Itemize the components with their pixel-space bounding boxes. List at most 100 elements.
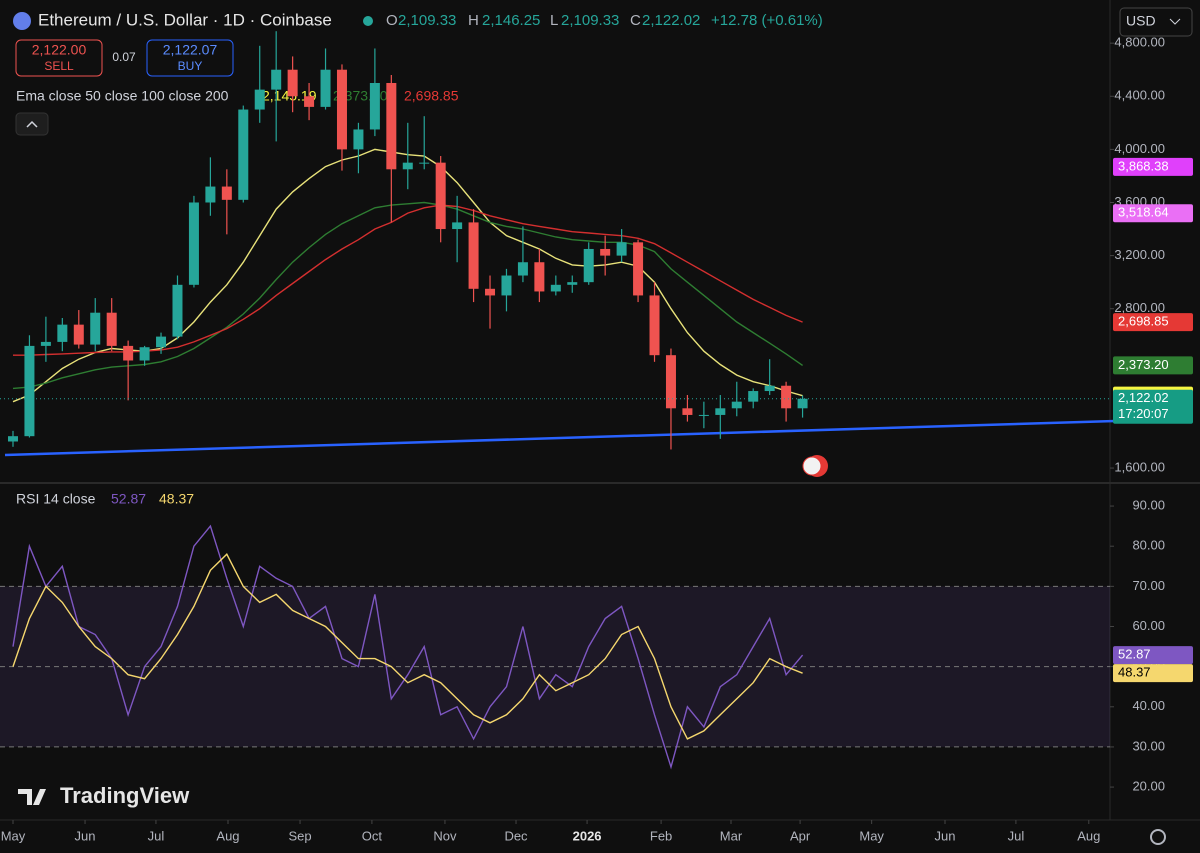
x-tick-label: Aug (216, 828, 239, 843)
candle-body (665, 355, 676, 409)
price-label: 2,122.02 (1118, 390, 1169, 405)
y-tick-label: 70.00 (1132, 578, 1165, 593)
candle-body (221, 186, 232, 200)
collapse-button[interactable] (15, 112, 49, 136)
price-label: 2,698.85 (1118, 314, 1169, 329)
candle-body (238, 109, 249, 200)
sell-button[interactable] (15, 39, 103, 77)
trendline (4, 419, 1116, 457)
candle-body (304, 96, 315, 107)
buy-button[interactable] (146, 39, 234, 77)
buy-price[interactable]: 2,122.07 (163, 42, 218, 58)
collapse-icon (26, 120, 38, 128)
x-tick-label: Dec (504, 828, 528, 843)
price-label-time: 17:20:07 (1118, 406, 1169, 421)
x-tick-label: May (859, 828, 884, 843)
settings-icon[interactable] (1150, 829, 1166, 845)
candle-body (452, 222, 463, 230)
candle-body (106, 312, 117, 346)
candle-body (633, 242, 644, 296)
sell-label[interactable]: SELL (44, 59, 74, 73)
symbol-logo (13, 12, 31, 30)
candle-body (386, 82, 397, 170)
candle-body (731, 401, 742, 409)
candle-body (188, 202, 199, 285)
y-tick-label: 4,400.00 (1114, 88, 1165, 103)
ema-legend: Ema close 50 close 100 close 200 (16, 88, 229, 104)
price-label-box (1113, 646, 1193, 665)
candle-body (485, 288, 496, 296)
candle-body (123, 345, 134, 361)
spread: 0.07 (112, 50, 136, 64)
price-label-box (1113, 356, 1193, 375)
x-tick-label: May (1, 828, 26, 843)
symbol-title: Ethereum / U.S. Dollar · 1D · Coinbase (38, 10, 332, 29)
price-label-box (1113, 664, 1193, 683)
candle-body (353, 129, 364, 150)
candle-body (649, 295, 660, 356)
candle-body (73, 324, 84, 345)
x-tick-label: Nov (433, 828, 457, 843)
candle-body (320, 69, 331, 107)
price-label-box (1113, 313, 1193, 332)
price-label-box (1113, 157, 1193, 176)
candle-body (797, 398, 808, 409)
watermark: TradingView (60, 783, 190, 808)
candle-body (402, 162, 413, 170)
x-tick-label: Aug (1077, 828, 1100, 843)
y-tick-label: 40.00 (1132, 698, 1165, 713)
change: +12.78 (+0.61%) (711, 12, 823, 29)
price-label-box (1113, 204, 1193, 223)
x-tick-label: Mar (720, 828, 743, 843)
candle-body (90, 312, 101, 345)
candle-body (271, 69, 282, 90)
x-tick-label: Jun (75, 828, 96, 843)
candle-body (435, 162, 446, 230)
candle-body (550, 284, 561, 292)
ohlc-label: C (630, 12, 641, 29)
price-label: 2,373.20 (1118, 357, 1169, 372)
dropdown-arrow (1169, 18, 1181, 25)
x-tick-label: 2026 (573, 828, 602, 843)
y-tick-label: 1,600.00 (1114, 459, 1165, 474)
candle-body (764, 385, 775, 392)
candle-body (715, 408, 726, 415)
y-tick-label: 4,800.00 (1114, 35, 1165, 50)
candle-body (7, 436, 18, 442)
currency[interactable]: USD (1126, 13, 1156, 29)
x-tick-label: Jul (1008, 828, 1025, 843)
x-tick-label: Sep (288, 828, 311, 843)
ohlc-value: 2,109.33 (398, 12, 456, 29)
candle-body (156, 336, 167, 348)
event-icon (802, 456, 822, 476)
candle-body (139, 347, 150, 361)
series-line (12, 553, 803, 740)
y-tick-label: 80.00 (1132, 538, 1165, 553)
ema-value: 2,698.85 (404, 88, 459, 104)
buy-label[interactable]: BUY (178, 59, 203, 73)
price-label: 3,518.64 (1118, 205, 1169, 220)
candle-body (517, 262, 528, 276)
ohlc-value: 2,146.25 (482, 12, 540, 29)
candle-body (336, 69, 347, 150)
price-label: 48.37 (1118, 665, 1151, 680)
candle-body (534, 262, 545, 292)
x-tick-label: Jun (935, 828, 956, 843)
candle-body (57, 324, 68, 342)
candle-body (40, 341, 51, 346)
candle-body (600, 248, 611, 256)
y-tick-label: 2,800.00 (1114, 300, 1165, 315)
rsi-legend: RSI 14 close (16, 491, 96, 507)
price-label: 3,868.38 (1118, 158, 1169, 173)
candle-body (419, 162, 430, 164)
candle-body (781, 385, 792, 409)
header: Ethereum / U.S. Dollar · 1D · Coinbase O… (13, 7, 1193, 845)
candle-body (583, 248, 594, 283)
rsi-value: 52.87 (111, 491, 146, 507)
y-tick-label: 4,000.00 (1114, 141, 1165, 156)
currency-button[interactable] (1119, 7, 1193, 37)
ohlc-value: 2,109.33 (561, 12, 619, 29)
sell-price[interactable]: 2,122.00 (32, 42, 87, 58)
